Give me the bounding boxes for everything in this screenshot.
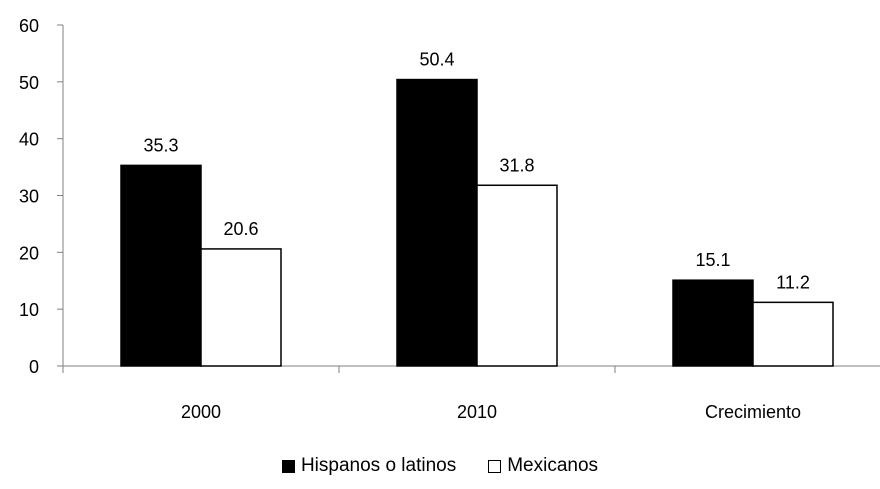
y-tick-label: 60 xyxy=(19,16,39,36)
bar-mexicanos xyxy=(752,301,834,367)
bar-value-label: 31.8 xyxy=(499,155,534,175)
bar-value-label: 15.1 xyxy=(695,250,730,270)
legend-label-series-1: Hispanos o latinos xyxy=(300,455,457,476)
bar-mexicanos xyxy=(476,184,558,367)
legend-label-series-2: Mexicanos xyxy=(507,455,599,476)
legend-swatch-series-1 xyxy=(281,459,295,473)
bar-value-label: 11.2 xyxy=(776,272,810,292)
bar-hispanos-o-latinos xyxy=(120,164,202,367)
y-axis: 0 10 20 30 40 50 60 xyxy=(19,16,64,377)
x-tick-label: Crecimiento xyxy=(705,402,801,422)
legend-swatch-series-2 xyxy=(488,459,502,473)
y-tick-label: 10 xyxy=(19,300,39,320)
x-axis: 2000 2010 Crecimiento xyxy=(62,365,880,422)
bar-hispanos-o-latinos xyxy=(672,279,754,367)
y-tick-label: 30 xyxy=(19,187,39,207)
bars xyxy=(120,78,834,367)
bar-value-label: 50.4 xyxy=(419,50,454,70)
legend: Hispanos o latinos Mexicanos xyxy=(0,455,880,477)
bar-mexicanos xyxy=(200,248,282,367)
x-tick-label: 2000 xyxy=(181,402,221,422)
bar-value-label: 20.6 xyxy=(223,219,258,239)
y-tick-label: 0 xyxy=(29,357,39,377)
legend-item-series-1: Hispanos o latinos xyxy=(281,455,457,477)
x-tick-label: 2010 xyxy=(457,402,497,422)
bar-chart: 0 10 20 30 40 50 60 2000 2010 Crecimiento 35.3 20… xyxy=(19,16,880,422)
y-tick-label: 50 xyxy=(19,73,39,93)
bar-value-label: 35.3 xyxy=(143,135,178,155)
data-labels: 35.3 20.6 50.4 31.8 15.1 11.2 xyxy=(143,50,809,293)
y-tick-label: 40 xyxy=(19,130,39,150)
bar-hispanos-o-latinos xyxy=(396,78,478,367)
legend-item-series-2: Mexicanos xyxy=(488,455,598,477)
y-tick-label: 20 xyxy=(19,243,39,263)
